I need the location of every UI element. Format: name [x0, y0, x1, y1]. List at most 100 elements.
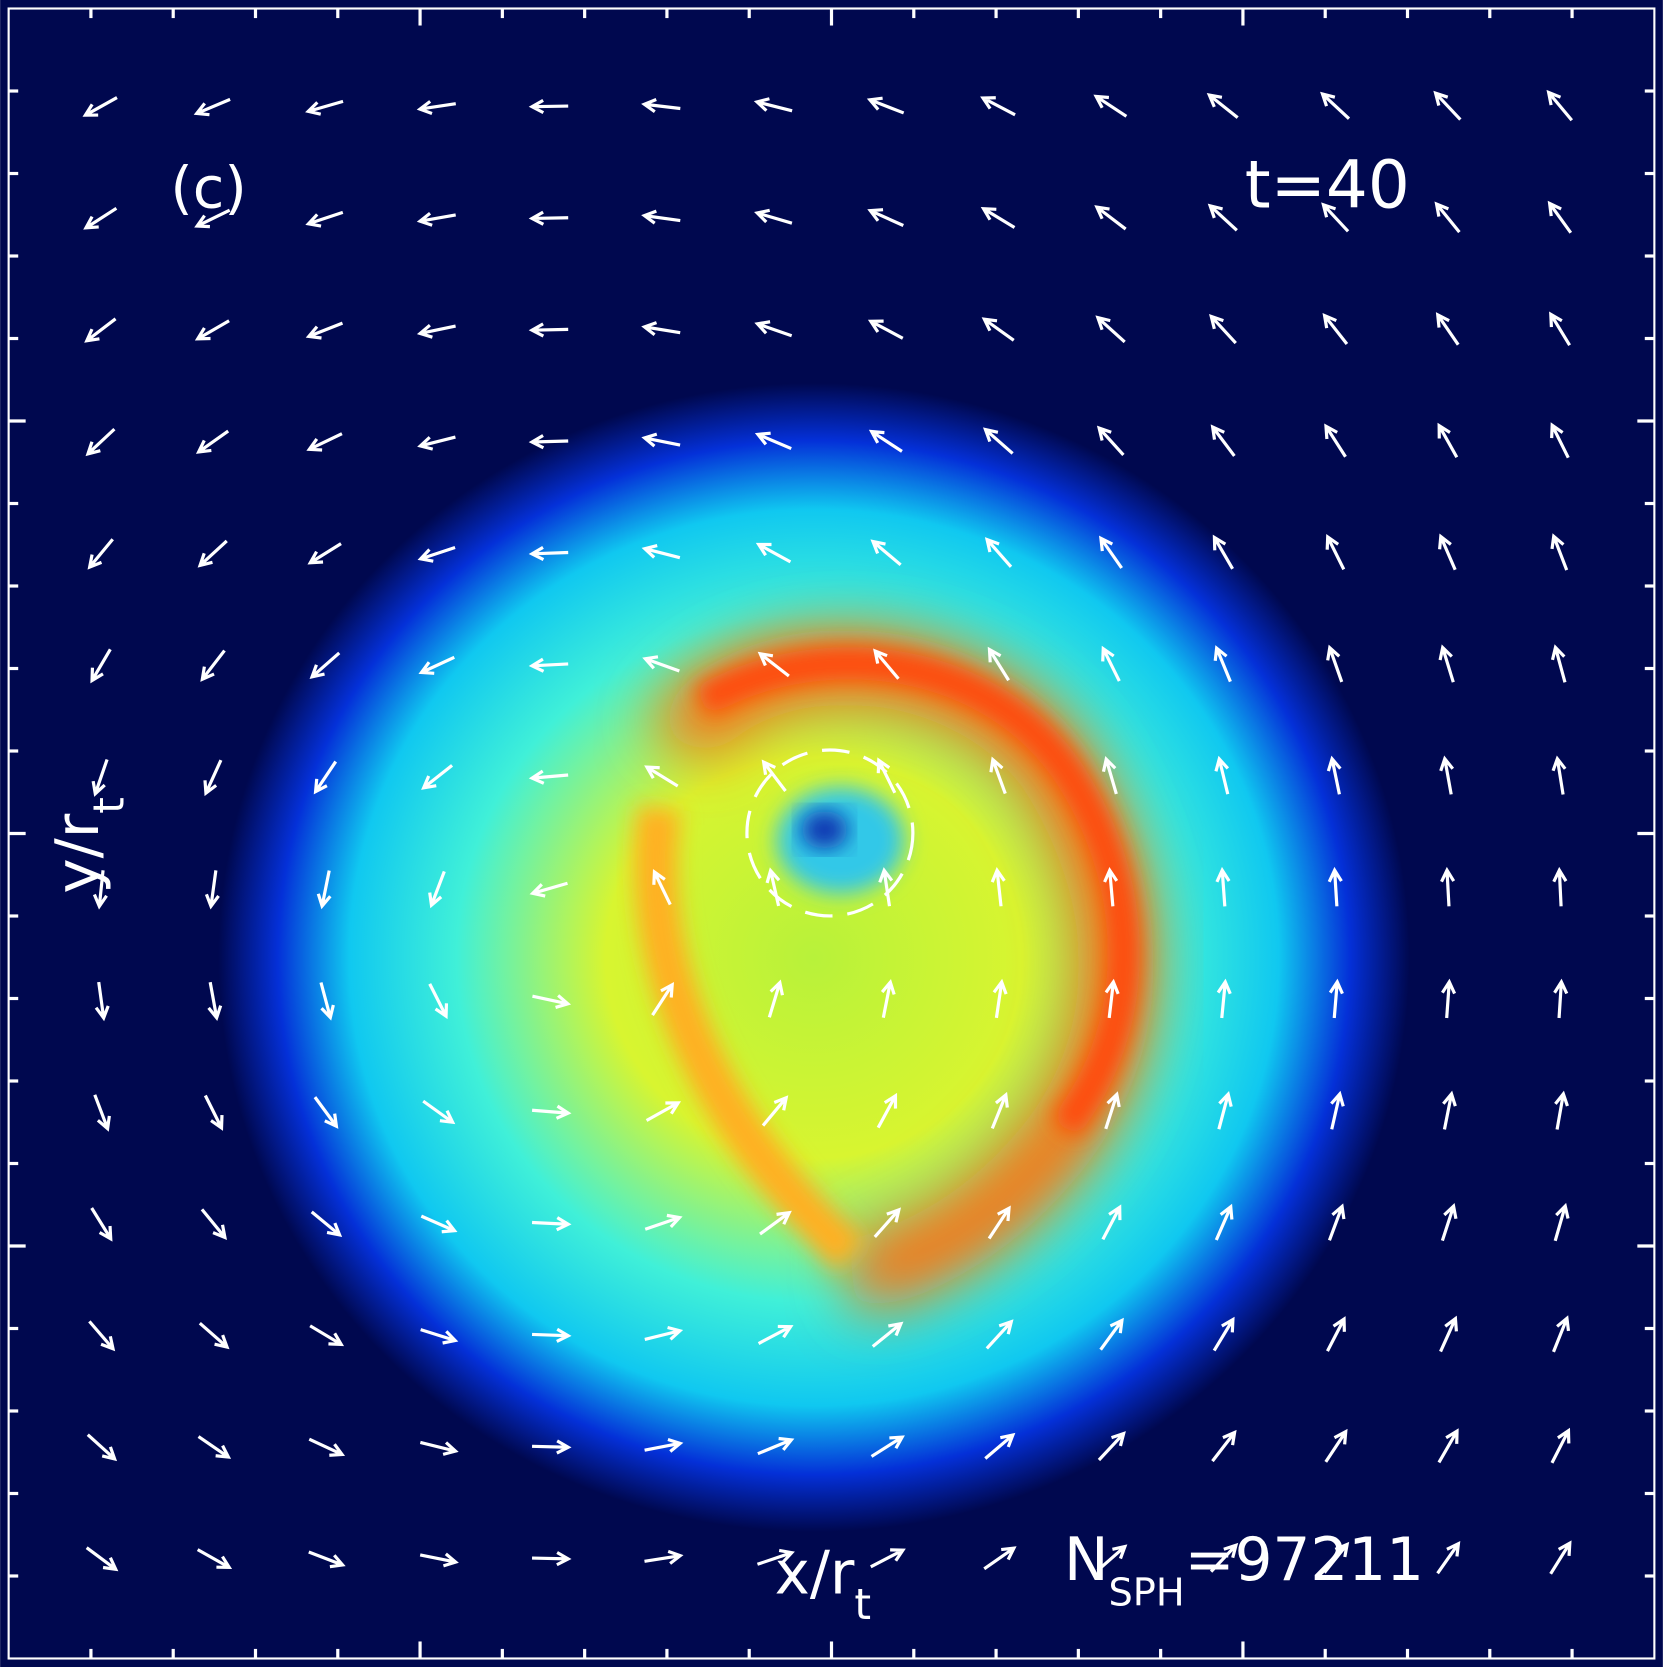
velocity-arrow: [316, 870, 332, 910]
frame: [7, 7, 1656, 1660]
velocity-arrow: [418, 655, 455, 675]
velocity-arrow: [1104, 978, 1120, 1019]
velocity-arrow: [1322, 312, 1349, 345]
panel-label: (c): [170, 154, 246, 221]
velocity-arrow: [873, 1207, 902, 1238]
velocity-arrow: [417, 435, 456, 451]
velocity-arrow: [194, 319, 230, 341]
velocity-arrow: [416, 211, 456, 227]
velocity-arrow: [1435, 312, 1460, 346]
velocity-arrow: [984, 1432, 1016, 1460]
velocity-arrow: [651, 982, 675, 1017]
velocity-arrow: [755, 542, 792, 564]
velocity-arrow: [644, 1325, 684, 1341]
velocity-arrow: [528, 210, 569, 226]
density-disk: [218, 382, 1410, 1532]
density-arm: [634, 805, 866, 1271]
velocity-arrow: [1438, 644, 1455, 683]
particle-count: NSPH=97211: [1064, 1526, 1424, 1616]
velocity-arrow: [1549, 311, 1571, 347]
velocity-arrow: [989, 756, 1007, 795]
velocity-arrow: [1323, 1541, 1350, 1574]
velocity-arrow: [868, 429, 903, 453]
velocity-arrow: [416, 323, 456, 339]
velocity-arrow: [754, 431, 792, 451]
velocity-arrow: [1209, 314, 1237, 345]
velocity-arrow: [1216, 978, 1232, 1019]
velocity-arrow: [878, 867, 894, 907]
velocity-arrow: [1442, 1090, 1457, 1130]
velocity-arrow: [306, 432, 343, 452]
velocity-arrow: [757, 1436, 795, 1456]
velocity-arrow: [981, 317, 1015, 342]
velocity-arrow: [203, 759, 223, 797]
velocity-arrow: [420, 1328, 459, 1345]
velocity-arrow: [193, 97, 231, 117]
velocity-arrow: [319, 982, 335, 1021]
velocity-arrow: [1326, 1316, 1346, 1352]
velocity-arrow: [642, 655, 680, 673]
velocity-arrow: [987, 1205, 1011, 1240]
velocity-arrow: [309, 1324, 345, 1347]
velocity-arrow: [1215, 866, 1231, 907]
velocity-arrow: [1214, 1203, 1234, 1241]
tidal-circle: [745, 748, 915, 918]
velocity-arrow: [532, 1551, 572, 1567]
velocity-arrow: [1217, 1090, 1233, 1130]
velocity-arrow: [531, 1104, 572, 1120]
velocity-arrow: [305, 321, 344, 340]
velocity-arrow: [982, 427, 1014, 455]
velocity-arrow: [93, 1094, 111, 1132]
velocity-arrow: [1206, 93, 1239, 119]
particle-count-base: N: [1064, 1526, 1109, 1595]
velocity-arrow: [1550, 1427, 1571, 1464]
velocity-arrow: [528, 657, 569, 673]
velocity-arrow: [308, 1550, 346, 1569]
velocity-arrow: [1326, 755, 1342, 795]
velocity-arrow: [652, 869, 672, 906]
velocity-arrow: [1327, 866, 1343, 907]
velocity-arrow: [1553, 1202, 1570, 1242]
velocity-arrow: [428, 983, 449, 1020]
y-axis-subscript: t: [86, 797, 135, 814]
velocity-arrow: [204, 870, 220, 910]
velocity-arrow: [422, 1099, 456, 1125]
velocity-arrow: [1437, 422, 1459, 459]
velocity-arrow: [873, 648, 900, 680]
velocity-arrow: [641, 432, 681, 448]
velocity-arrow: [1551, 755, 1567, 795]
velocity-arrow: [416, 100, 457, 115]
velocity-arrow: [195, 429, 230, 454]
velocity-arrow: [531, 1216, 572, 1232]
velocity-arrow: [91, 758, 109, 797]
velocity-arrow: [880, 978, 896, 1019]
velocity-arrow: [867, 208, 904, 227]
velocity-arrow: [529, 881, 568, 898]
velocity-arrow: [1212, 534, 1234, 570]
velocity-arrow: [313, 1096, 339, 1129]
velocity-arrow: [1439, 755, 1455, 795]
velocity-arrow: [83, 206, 118, 230]
velocity-arrow: [1099, 535, 1123, 569]
velocity-arrow: [88, 1320, 116, 1352]
velocity-arrow: [1214, 755, 1230, 795]
velocity-arrow: [1096, 1544, 1128, 1572]
velocity-arrow: [528, 769, 569, 785]
velocity-arrow: [983, 1546, 1017, 1571]
velocity-arrow: [305, 210, 344, 228]
velocity-arrow: [644, 1549, 684, 1565]
velocity-arrow: [194, 208, 231, 229]
velocity-arrow: [1439, 1315, 1458, 1353]
velocity-arrow: [92, 870, 108, 910]
velocity-arrow: [307, 542, 342, 565]
velocity-arrow: [196, 1548, 233, 1569]
velocity-arrow: [984, 537, 1013, 568]
velocity-arrow: [1101, 1204, 1122, 1241]
velocity-arrow: [871, 1321, 904, 1348]
velocity-arrow: [1550, 644, 1567, 683]
velocity-arrow: [1327, 1203, 1346, 1241]
velocity-arrow: [1207, 203, 1238, 232]
velocity-arrow: [309, 651, 341, 680]
velocity-arrow: [1436, 1540, 1461, 1575]
